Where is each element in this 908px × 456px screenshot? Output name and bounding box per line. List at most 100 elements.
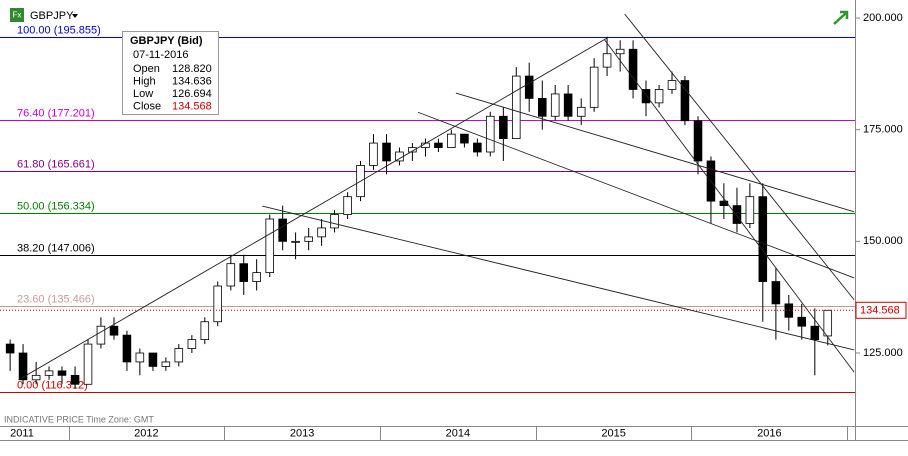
trend-line (18, 37, 608, 381)
fib-label: 100.00 (195.855) (17, 24, 101, 36)
x-tick-label: 2016 (757, 427, 781, 439)
candle-body (485, 115, 495, 153)
candle-body (473, 142, 482, 153)
candle-body (187, 339, 197, 349)
candle-body (732, 205, 742, 224)
candle-body (239, 263, 249, 282)
candle-body (823, 309, 833, 337)
candle-body (615, 48, 625, 55)
candle-body (200, 321, 210, 341)
x-tick-label: 2012 (134, 427, 158, 439)
x-tick-label: 2011 (10, 427, 34, 439)
candle-body (680, 80, 690, 122)
candle-body (278, 218, 287, 242)
candle-body (330, 214, 339, 229)
candle-body (758, 196, 768, 282)
plot-area: 100.00 (195.855) 76.40 (177.201) 61.80 (16… (0, 13, 855, 393)
candle-body (252, 272, 261, 282)
candle-body (44, 370, 54, 376)
candle-body (654, 89, 664, 104)
candle-body (5, 343, 15, 354)
last-price-tag (855, 301, 907, 319)
candle-body (57, 370, 67, 376)
fx-icon-text: Fx (13, 11, 22, 20)
fib-label: 61.80 (165.661) (17, 158, 95, 170)
tooltip-label: High (133, 75, 156, 87)
candle-body (148, 352, 158, 367)
symbol-dropdown[interactable] (72, 14, 78, 18)
fib-label: 0.00 (116.312) (17, 379, 88, 391)
candle-body (213, 285, 222, 323)
candle-body (226, 263, 236, 287)
trend-line (624, 13, 855, 301)
trend-line (604, 39, 855, 373)
tooltip-value: 134.568 (172, 100, 212, 112)
candle-body (343, 196, 352, 215)
candle-body (83, 343, 93, 385)
fib-label: 23.60 (135.466) (17, 293, 95, 305)
tooltip-title: GBPJPY (Bid) (130, 35, 203, 47)
candle-body (576, 106, 586, 117)
candle-body (122, 334, 132, 363)
candle-body (369, 142, 378, 166)
tooltip-value: 134.636 (172, 75, 212, 87)
footer-note: INDICATIVE PRICE Time Zone: GMT (4, 414, 154, 424)
candle-body (538, 98, 547, 117)
y-tick-label: 200.000 (863, 12, 903, 24)
tooltip-value: 126.694 (172, 88, 212, 100)
fib-label: 50.00 (156.334) (17, 200, 95, 212)
candle-body (304, 236, 313, 242)
trend-line (455, 92, 855, 213)
x-tick-label: 2015 (601, 427, 625, 439)
trend-icon (833, 10, 849, 25)
candle-body (602, 53, 612, 68)
candle-body (810, 325, 820, 341)
tooltip-label: Close (133, 100, 161, 112)
tooltip-label: Low (133, 88, 153, 100)
y-tick-label: 150.000 (863, 235, 903, 247)
candle-body (395, 151, 404, 162)
candle-body (18, 352, 28, 381)
candle-body (550, 93, 560, 117)
candle-body (667, 80, 677, 90)
candle-body (447, 133, 456, 148)
tooltip-value: 128.820 (172, 63, 212, 75)
candle-body (745, 196, 755, 224)
candle-body (524, 75, 534, 99)
last-price-label: 134.568 (860, 305, 900, 317)
candle-body (96, 325, 106, 345)
candle-body (109, 325, 119, 336)
candle-body (31, 374, 41, 381)
candle-body (589, 66, 599, 108)
candle-body (291, 240, 300, 243)
candle-body (408, 147, 417, 153)
candle-body (70, 374, 80, 385)
x-tick-label: 2013 (290, 427, 314, 439)
candle-body (161, 361, 171, 367)
candle-body (174, 348, 184, 363)
candle-body (135, 352, 145, 363)
trend-line (417, 111, 855, 279)
candle-body (641, 89, 651, 104)
candle-body (797, 316, 807, 327)
y-tick-label: 175.000 (863, 124, 903, 136)
candle-body (382, 142, 391, 162)
candle-body (628, 48, 638, 90)
tooltip: GBPJPY (Bid) 07-11-2016 Open 128.820 High 1… (122, 31, 219, 115)
fib-label: 38.20 (147.006) (17, 242, 95, 254)
candle-body (317, 227, 326, 238)
symbol[interactable]: GBPJPY (30, 10, 74, 22)
candle-body (771, 281, 781, 305)
tooltip-box (122, 31, 219, 115)
candle-body (265, 218, 275, 274)
candle-body (511, 75, 521, 140)
tooltip-label: Open (133, 63, 160, 75)
trend-line (262, 205, 855, 351)
y-tick-label: 125.000 (863, 347, 903, 359)
fib-label: 76.40 (177.201) (17, 107, 95, 119)
x-tick-label: 2014 (446, 427, 470, 439)
candle-body (563, 93, 573, 117)
candle-body (693, 120, 703, 162)
candle-body (434, 142, 443, 148)
